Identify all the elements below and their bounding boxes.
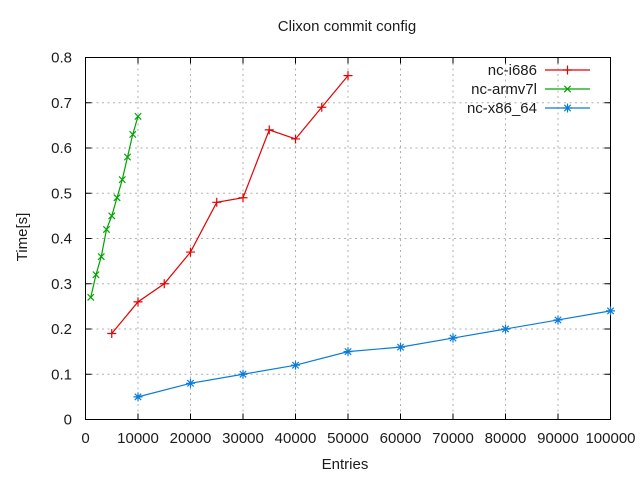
data-point-marker-plus [159,279,169,289]
legend-label: nc-armv7l [471,81,537,98]
x-axis-label: Entries [322,456,369,473]
legend-entry: nc-i686 [488,62,590,79]
x-tick-label: 20000 [170,430,212,447]
y-tick-label: 0.7 [51,95,72,112]
data-point-marker-plus [133,297,143,307]
data-point-marker-plus [343,71,353,81]
data-point-marker-plus [212,197,222,207]
data-point-marker-asterisk [186,378,195,388]
data-point-marker-plus [107,329,117,339]
data-point-marker-asterisk [291,360,300,370]
y-axis-label: Time[s] [14,213,31,262]
legend-layer: nc-i686 nc-armv7l nc-x86_64 [467,62,590,117]
data-point-marker-asterisk [238,369,248,379]
data-point-marker-asterisk [501,324,510,334]
x-tick-label: 40000 [275,430,317,447]
legend-marker-plus [563,65,572,75]
data-point-marker-asterisk [553,315,563,325]
series-line-nc-armv7l [90,116,139,298]
x-tick-label: 70000 [432,430,474,447]
legend-marker-cross [563,85,572,93]
data-point-marker-asterisk [448,333,458,343]
y-tick-label: 0.2 [51,321,72,338]
data-point-marker-cross [102,225,111,234]
chart-title: Clixon commit config [278,18,416,35]
y-tick-label: 0.8 [51,50,72,67]
data-point-marker-asterisk [343,347,353,357]
x-tick-label: 0 [81,430,89,447]
data-point-marker-plus [186,247,195,257]
data-point-marker-asterisk [606,306,615,316]
data-point-marker-plus [238,193,248,203]
data-point-marker-cross [97,252,105,261]
data-point-marker-cross [123,153,132,161]
data-point-marker-cross [134,112,142,120]
x-tick-label: 50000 [327,430,369,447]
y-tick-label: 0 [64,412,72,429]
data-point-marker-cross [108,212,116,220]
data-point-marker-cross [113,194,121,202]
axis-layer [85,57,611,420]
y-tick-label: 0.6 [51,140,72,157]
x-tick-label: 100000 [585,430,635,447]
data-point-marker-plus [264,125,274,135]
y-tick-label: 0.4 [51,231,72,248]
series-line-nc-i686 [111,75,349,334]
legend-marker-asterisk [563,103,572,113]
tick-label-layer: 0 10000 20000 30000 40000 50000 60000 70000 8000… [51,50,635,448]
x-tick-label: 30000 [222,430,264,447]
data-point-marker-asterisk [133,392,143,402]
series-line-nc-x86_64 [137,310,611,398]
y-tick-label: 0.1 [51,366,72,383]
data-point-marker-plus [291,134,300,144]
x-tick-label: 80000 [485,430,527,447]
legend-entry: nc-x86_64 [467,100,590,117]
data-point-marker-cross [129,130,137,139]
legend-label: nc-i686 [488,62,537,79]
legend-label: nc-x86_64 [467,100,537,117]
legend-entry: nc-armv7l [471,81,590,98]
series-layer [87,71,615,402]
data-point-marker-asterisk [396,342,405,352]
data-point-marker-cross [118,176,126,184]
data-point-marker-plus [317,102,327,112]
y-tick-label: 0.5 [51,185,72,202]
y-tick-label: 0.3 [51,276,72,293]
data-point-marker-cross [87,293,95,301]
x-tick-label: 60000 [380,430,422,447]
data-point-marker-cross [92,271,100,279]
x-tick-label: 90000 [537,430,579,447]
x-tick-label: 10000 [117,430,159,447]
